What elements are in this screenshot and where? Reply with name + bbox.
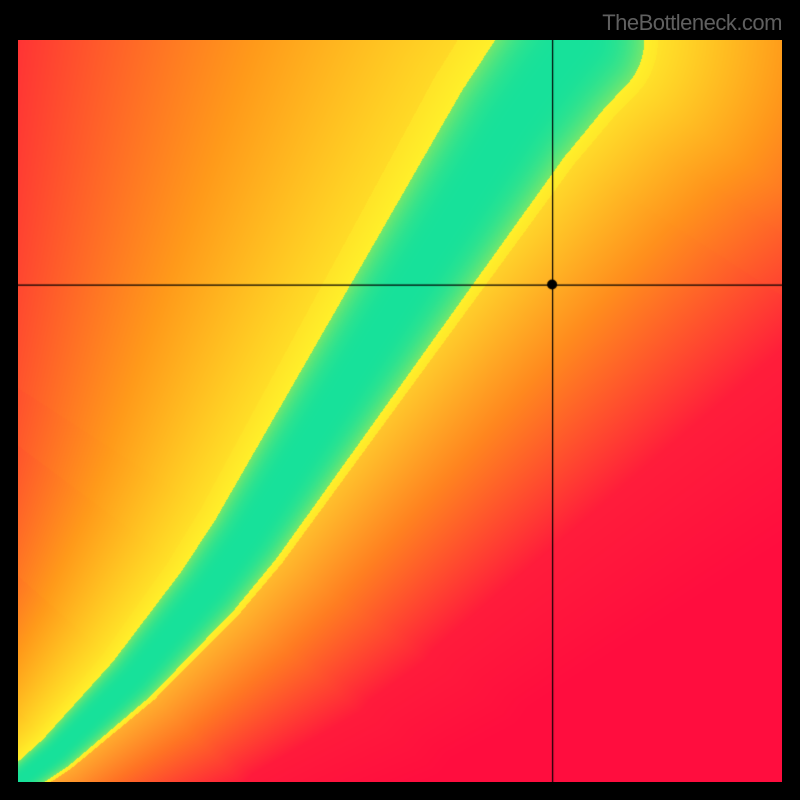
bottleneck-heatmap — [18, 40, 782, 782]
chart-container: TheBottleneck.com — [0, 0, 800, 800]
watermark-text: TheBottleneck.com — [602, 10, 782, 36]
